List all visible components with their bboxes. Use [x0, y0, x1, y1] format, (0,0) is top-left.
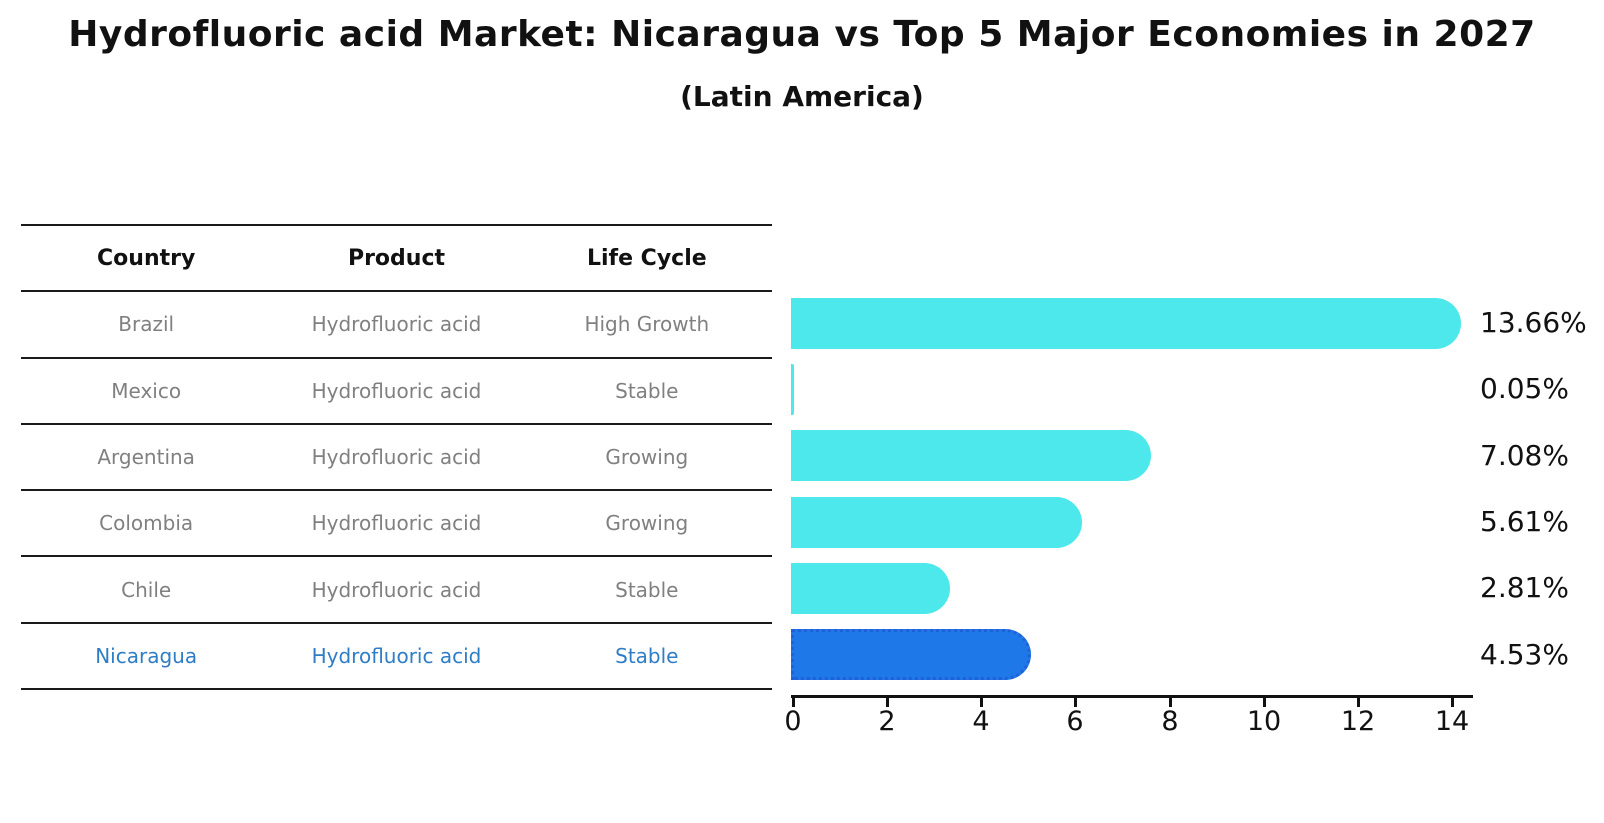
table-row-chile: Chile Hydrofluoric acid Stable	[21, 557, 772, 624]
bar-colombia	[791, 497, 1082, 548]
value-label-argentina: 7.08%	[1480, 439, 1569, 472]
x-axis-tick	[1169, 698, 1172, 707]
x-axis-tick-label: 12	[1340, 706, 1376, 737]
bar-nicaragua-highlighted	[791, 629, 1031, 680]
bar-mexico	[791, 364, 794, 415]
table-header-row: Country Product Life Cycle	[21, 226, 772, 293]
chart-title: Hydrofluoric acid Market: Nicaragua vs T…	[68, 14, 1536, 55]
column-header-product: Product	[347, 245, 446, 271]
x-axis-tick	[1357, 698, 1360, 707]
product-cell: Hydrofluoric acid	[311, 577, 482, 602]
country-cell: Mexico	[111, 378, 182, 403]
country-cell: Brazil	[118, 312, 175, 337]
country-cell: Colombia	[99, 511, 194, 536]
column-header-life-cycle: Life Cycle	[586, 245, 707, 271]
bar-argentina	[791, 430, 1151, 481]
life-cycle-cell: Stable	[615, 378, 679, 403]
table-row-mexico: Mexico Hydrofluoric acid Stable	[21, 359, 772, 425]
x-axis-tick	[886, 698, 889, 707]
x-axis-tick-label: 8	[1161, 706, 1179, 737]
life-cycle-cell: High Growth	[584, 312, 710, 337]
x-axis-tick-label: 0	[784, 706, 802, 737]
value-label-mexico: 0.05%	[1480, 372, 1569, 405]
bar-chile	[791, 563, 950, 614]
table-row-nicaragua-highlighted: Nicaragua Hydrofluoric acid Stable	[21, 624, 772, 691]
product-cell: Hydrofluoric acid	[311, 312, 482, 337]
life-cycle-cell: Growing	[605, 511, 689, 536]
column-header-country: Country	[97, 245, 196, 271]
life-cycle-cell: Stable	[615, 643, 679, 668]
table-row-colombia: Colombia Hydrofluoric acid Growing	[21, 491, 772, 558]
x-axis-line	[791, 695, 1473, 698]
x-axis-tick	[1074, 698, 1077, 707]
product-cell: Hydrofluoric acid	[311, 643, 482, 668]
x-axis-tick	[1263, 698, 1266, 707]
x-axis-tick-label: 2	[878, 706, 896, 737]
life-cycle-cell: Growing	[605, 445, 689, 470]
bar-brazil	[791, 298, 1461, 349]
value-label-colombia: 5.61%	[1480, 505, 1569, 538]
x-axis-tick-label: 14	[1434, 706, 1470, 737]
table-row-brazil: Brazil Hydrofluoric acid High Growth	[21, 292, 772, 359]
product-cell: Hydrofluoric acid	[311, 378, 482, 403]
table-row-argentina: Argentina Hydrofluoric acid Growing	[21, 425, 772, 492]
value-label-nicaragua: 4.53%	[1480, 638, 1569, 671]
country-table: Country Product Life Cycle Brazil Hydrof…	[21, 224, 772, 691]
product-cell: Hydrofluoric acid	[311, 445, 482, 470]
x-axis-tick-label: 6	[1066, 706, 1084, 737]
country-cell: Chile	[121, 577, 172, 602]
x-axis-tick-label: 10	[1246, 706, 1282, 737]
product-cell: Hydrofluoric acid	[311, 511, 482, 536]
value-label-chile: 2.81%	[1480, 571, 1569, 604]
country-cell: Argentina	[97, 445, 195, 470]
country-cell: Nicaragua	[95, 643, 198, 668]
x-axis-tick	[1451, 698, 1454, 707]
value-label-brazil: 13.66%	[1480, 306, 1587, 339]
life-cycle-cell: Stable	[615, 577, 679, 602]
x-axis-tick-label: 4	[972, 706, 990, 737]
x-axis-tick	[980, 698, 983, 707]
chart-subtitle: (Latin America)	[680, 80, 924, 113]
x-axis-tick	[792, 698, 795, 707]
